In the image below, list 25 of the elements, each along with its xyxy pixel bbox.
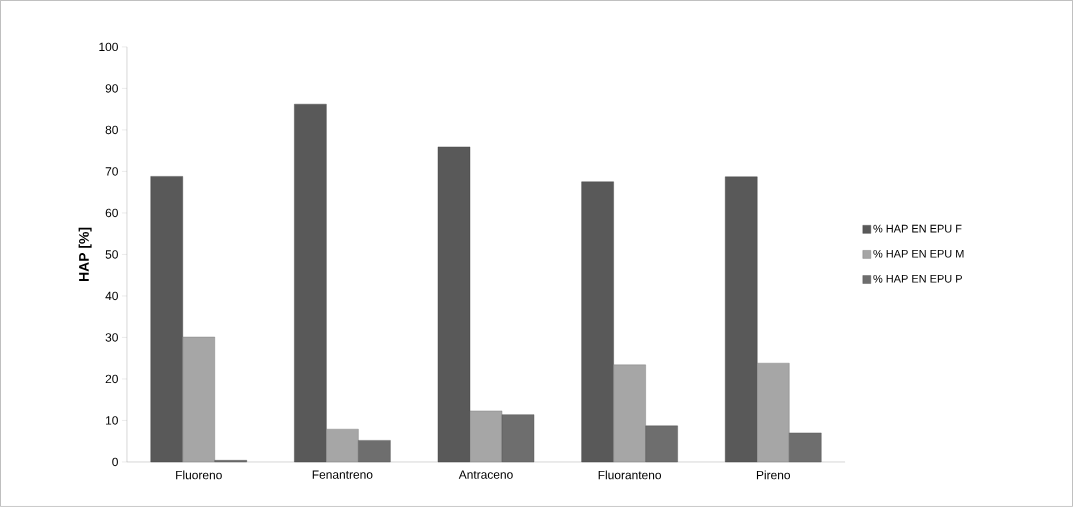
x-tick-label: Fluoranteno (598, 470, 662, 480)
y-tick-label: 10 (106, 416, 118, 425)
legend-label: % HAP EN EPU M (873, 249, 964, 258)
bar (294, 104, 327, 463)
y-tick-label: 80 (105, 125, 118, 135)
y-tick-label: 70 (105, 167, 118, 176)
y-tick-label: 30 (105, 333, 118, 342)
y-tick-label: 100 (99, 42, 118, 52)
y-tick-label: 60 (105, 208, 118, 218)
bar (150, 176, 183, 463)
y-tick-label: 90 (105, 84, 118, 93)
x-tick-label: Fenantreno (312, 470, 373, 479)
bar (581, 181, 614, 463)
x-tick-label: Fluoreno (176, 470, 222, 480)
y-axis-title: HAP [%] (78, 227, 92, 282)
bar (725, 176, 758, 463)
bar (437, 146, 471, 463)
legend-label: % HAP EN EPU P (873, 275, 962, 283)
y-tick-label: 20 (105, 374, 118, 384)
y-tick-label: 0 (112, 457, 118, 467)
x-tick-label: Antraceno (458, 470, 513, 479)
x-tick-label: Pireno (756, 470, 791, 480)
y-tick-label: 40 (105, 291, 118, 301)
y-tick-label: 50 (105, 250, 118, 259)
legend-label: % HAP EN EPU F (873, 224, 962, 233)
